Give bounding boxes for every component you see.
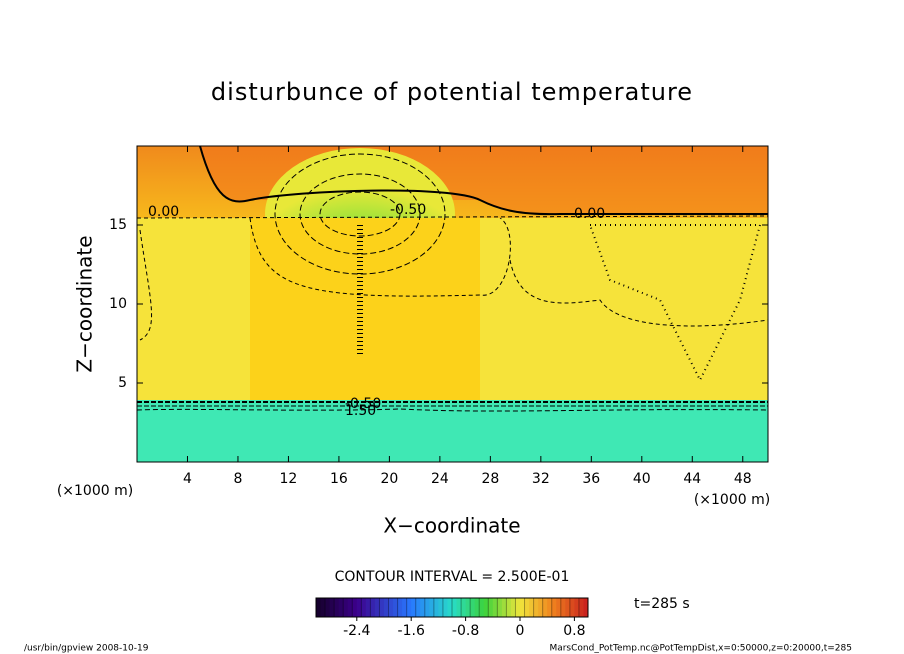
y-unit: (×1000 m)	[57, 483, 133, 499]
x-unit: (×1000 m)	[694, 492, 770, 508]
x-tick-label: 12	[280, 471, 298, 487]
colorbar-swatch	[370, 598, 376, 617]
x-tick-label: 36	[582, 471, 600, 487]
contour-field	[137, 146, 768, 462]
colorbar-tick-label: 0	[516, 623, 525, 639]
x-axis-label: X−coordinate	[383, 514, 520, 538]
x-tick-label: 48	[734, 471, 752, 487]
colorbar-swatch	[465, 598, 471, 617]
x-tick-label: 8	[233, 471, 242, 487]
colorbar-swatch	[402, 598, 408, 617]
colorbar-swatch	[470, 598, 476, 617]
x-tick-label: 28	[481, 471, 499, 487]
colorbar-swatch	[506, 598, 512, 617]
contour-label: 0.00	[574, 206, 605, 222]
colorbar-swatch	[551, 598, 557, 617]
colorbar-swatch	[316, 598, 322, 617]
colorbar-swatch	[338, 598, 344, 617]
y-tick-label: 5	[118, 375, 127, 391]
colorbar-swatch	[520, 598, 526, 617]
colorbar-swatch	[574, 598, 580, 617]
colorbar-swatch	[533, 598, 539, 617]
colorbar-swatch	[334, 598, 340, 617]
chart-title: disturbunce of potential temperature	[211, 78, 693, 106]
colorbar-swatch	[379, 598, 385, 617]
colorbar-swatch	[479, 598, 485, 617]
contour-label: 0.00	[148, 204, 179, 220]
colorbar-tick-label: 0.8	[563, 623, 585, 639]
contour-label: -0.50	[390, 202, 426, 218]
footer-left: /usr/bin/gpview 2008-10-19	[24, 644, 149, 654]
colorbar-swatch	[429, 598, 435, 617]
colorbar-swatch	[374, 598, 380, 617]
colorbar-swatch	[388, 598, 394, 617]
colorbar-tick-label: -2.4	[343, 623, 370, 639]
colorbar-swatch	[456, 598, 462, 617]
time-label: t=285 s	[634, 596, 690, 612]
colorbar-swatch	[565, 598, 571, 617]
x-tick-label: 4	[183, 471, 192, 487]
colorbar-swatch	[492, 598, 498, 617]
x-tick-label: 44	[683, 471, 701, 487]
colorbar-swatch	[356, 598, 362, 617]
contour-label: 1.50	[345, 403, 376, 419]
colorbar-swatch	[569, 598, 575, 617]
colorbar-swatch	[352, 598, 358, 617]
colorbar-swatch	[424, 598, 430, 617]
y-axis-label: Z−coordinate	[73, 235, 97, 372]
colorbar-swatch	[529, 598, 535, 617]
footer-right: MarsCond_PotTemp.nc@PotTempDist,x=0:5000…	[549, 644, 852, 654]
colorbar-swatch	[365, 598, 371, 617]
x-tick-label: 24	[431, 471, 449, 487]
colorbar-swatch	[325, 598, 331, 617]
colorbar-swatch	[538, 598, 544, 617]
y-tick-label: 15	[109, 217, 127, 233]
colorbar-swatch	[384, 598, 390, 617]
colorbar-swatch	[393, 598, 399, 617]
colorbar-swatch	[578, 598, 584, 617]
colorbar-swatch	[438, 598, 444, 617]
colorbar-tick-label: -0.8	[452, 623, 479, 639]
colorbar-swatch	[452, 598, 458, 617]
x-tick-label: 16	[330, 471, 348, 487]
colorbar-swatch	[447, 598, 453, 617]
contour-interval: CONTOUR INTERVAL = 2.500E-01	[335, 569, 570, 585]
colorbar-swatch	[406, 598, 412, 617]
colorbar-swatch	[329, 598, 335, 617]
colorbar-swatch	[347, 598, 353, 617]
colorbar-swatch	[497, 598, 503, 617]
x-tick-label: 40	[633, 471, 651, 487]
colorbar-swatch	[461, 598, 467, 617]
colorbar-swatch	[547, 598, 553, 617]
colorbar-swatch	[583, 598, 589, 617]
colorbar-swatch	[420, 598, 426, 617]
y-tick-label: 10	[109, 296, 127, 312]
colorbar-swatch	[397, 598, 403, 617]
colorbar-swatch	[442, 598, 448, 617]
colorbar-swatch	[488, 598, 494, 617]
contour-label: -0.50	[345, 396, 381, 412]
x-tick-label: 20	[380, 471, 398, 487]
colorbar-frame	[315, 597, 589, 618]
colorbar-swatch	[556, 598, 562, 617]
colorbar-swatch	[474, 598, 480, 617]
colorbar-swatch	[510, 598, 516, 617]
colorbar-swatch	[411, 598, 417, 617]
colorbar-swatch	[515, 598, 521, 617]
colorbar-swatch	[361, 598, 367, 617]
colorbar-swatch	[542, 598, 548, 617]
colorbar-tick-label: -1.6	[398, 623, 425, 639]
colorbar-swatch	[501, 598, 507, 617]
colorbar-swatch	[320, 598, 326, 617]
colorbar-swatch	[433, 598, 439, 617]
colorbar-swatch	[560, 598, 566, 617]
colorbar-swatch	[524, 598, 530, 617]
colorbar-swatch	[483, 598, 489, 617]
x-tick-label: 32	[532, 471, 550, 487]
colorbar-swatch	[343, 598, 349, 617]
colorbar-swatch	[415, 598, 421, 617]
